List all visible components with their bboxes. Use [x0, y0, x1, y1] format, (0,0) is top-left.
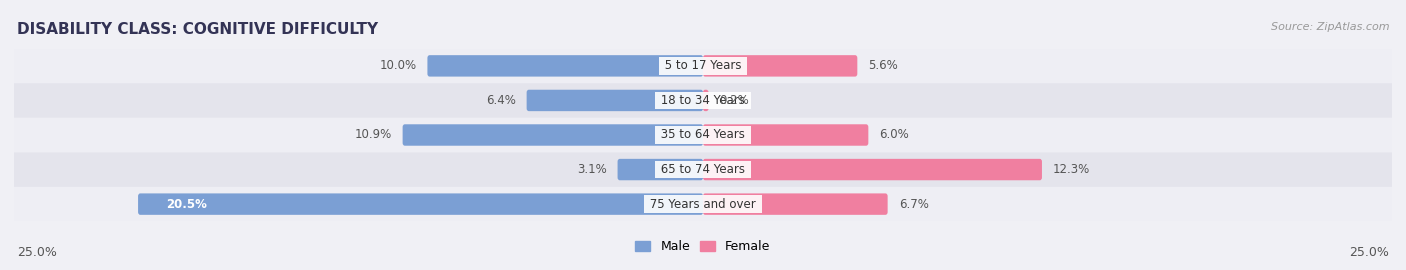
- Text: 25.0%: 25.0%: [17, 246, 56, 259]
- FancyBboxPatch shape: [0, 49, 1406, 83]
- FancyBboxPatch shape: [402, 124, 703, 146]
- FancyBboxPatch shape: [527, 90, 703, 111]
- Text: 75 Years and over: 75 Years and over: [647, 198, 759, 211]
- Text: 65 to 74 Years: 65 to 74 Years: [657, 163, 749, 176]
- Text: 5 to 17 Years: 5 to 17 Years: [661, 59, 745, 72]
- Text: 20.5%: 20.5%: [166, 198, 207, 211]
- Text: 6.0%: 6.0%: [879, 129, 910, 141]
- FancyBboxPatch shape: [0, 187, 1406, 221]
- FancyBboxPatch shape: [703, 124, 869, 146]
- Legend: Male, Female: Male, Female: [636, 240, 770, 253]
- Text: 10.9%: 10.9%: [354, 129, 392, 141]
- FancyBboxPatch shape: [617, 159, 703, 180]
- FancyBboxPatch shape: [703, 90, 709, 111]
- Text: 12.3%: 12.3%: [1053, 163, 1090, 176]
- Text: 5.6%: 5.6%: [869, 59, 898, 72]
- FancyBboxPatch shape: [703, 55, 858, 77]
- FancyBboxPatch shape: [703, 193, 887, 215]
- Text: 18 to 34 Years: 18 to 34 Years: [657, 94, 749, 107]
- Text: 3.1%: 3.1%: [576, 163, 606, 176]
- Text: 6.4%: 6.4%: [485, 94, 516, 107]
- FancyBboxPatch shape: [0, 83, 1406, 118]
- FancyBboxPatch shape: [0, 118, 1406, 152]
- Text: 35 to 64 Years: 35 to 64 Years: [657, 129, 749, 141]
- Text: 10.0%: 10.0%: [380, 59, 416, 72]
- Text: 6.7%: 6.7%: [898, 198, 928, 211]
- Text: 0.2%: 0.2%: [720, 94, 749, 107]
- Text: 25.0%: 25.0%: [1350, 246, 1389, 259]
- FancyBboxPatch shape: [0, 152, 1406, 187]
- FancyBboxPatch shape: [138, 193, 703, 215]
- FancyBboxPatch shape: [427, 55, 703, 77]
- FancyBboxPatch shape: [703, 159, 1042, 180]
- Text: DISABILITY CLASS: COGNITIVE DIFFICULTY: DISABILITY CLASS: COGNITIVE DIFFICULTY: [17, 22, 378, 37]
- Text: Source: ZipAtlas.com: Source: ZipAtlas.com: [1271, 22, 1389, 32]
